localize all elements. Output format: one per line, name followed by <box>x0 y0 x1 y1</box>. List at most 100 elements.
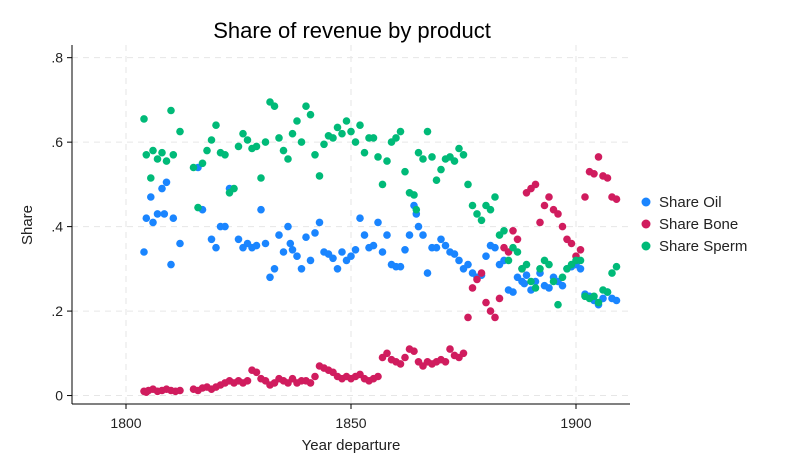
data-point <box>306 110 315 119</box>
data-point <box>608 269 616 277</box>
data-point <box>410 191 418 199</box>
data-point <box>356 121 364 129</box>
data-point <box>414 148 423 157</box>
data-point <box>545 193 553 201</box>
data-point <box>207 235 216 244</box>
data-point <box>513 235 522 244</box>
data-point <box>234 142 243 151</box>
data-point <box>320 140 328 149</box>
data-point <box>306 379 315 387</box>
data-point <box>257 205 265 214</box>
x-axis-label: Year departure <box>302 437 401 454</box>
data-point <box>147 193 155 201</box>
data-point <box>446 345 454 353</box>
data-point <box>468 201 477 210</box>
data-point <box>378 180 387 189</box>
y-tick-label: .4 <box>51 219 63 235</box>
data-point <box>432 243 441 252</box>
data-point <box>212 121 220 129</box>
data-point <box>554 210 562 218</box>
data-point <box>149 218 157 227</box>
data-point <box>594 153 603 161</box>
data-point <box>142 151 151 159</box>
data-point <box>374 218 382 227</box>
data-point <box>441 358 450 366</box>
data-point <box>167 260 175 269</box>
data-point <box>491 243 499 252</box>
data-point <box>491 313 499 322</box>
data-point <box>356 214 364 222</box>
data-point <box>212 243 220 252</box>
data-point <box>162 178 171 187</box>
data-point <box>558 281 567 290</box>
legend-item: Share Bone <box>641 216 738 233</box>
data-point <box>311 372 319 381</box>
data-point <box>302 102 310 110</box>
data-point <box>491 193 499 201</box>
data-point <box>158 184 166 193</box>
data-point <box>486 205 495 214</box>
data-point <box>482 252 490 260</box>
y-tick-label: .2 <box>51 303 63 319</box>
data-point <box>153 210 162 218</box>
data-point <box>383 157 391 165</box>
data-point <box>176 127 184 136</box>
data-point <box>401 167 409 176</box>
data-point <box>234 235 243 244</box>
data-point <box>293 117 301 125</box>
data-point <box>531 180 540 189</box>
data-point <box>293 252 301 260</box>
data-point <box>437 235 445 244</box>
data-point <box>360 231 369 239</box>
data-point <box>266 273 274 282</box>
y-tick-label: 0 <box>55 388 63 404</box>
data-point <box>329 134 337 142</box>
data-point <box>590 292 598 301</box>
data-point <box>207 136 216 144</box>
data-point <box>315 218 324 227</box>
data-point <box>169 151 178 159</box>
data-point <box>581 193 589 201</box>
data-point <box>147 174 155 182</box>
data-point <box>527 277 535 286</box>
data-point <box>414 222 423 231</box>
data-point <box>437 165 445 174</box>
data-point <box>482 298 490 307</box>
data-point <box>275 134 283 142</box>
data-point <box>500 227 508 235</box>
data-point <box>286 239 295 248</box>
data-point <box>329 254 337 263</box>
data-point <box>558 222 567 231</box>
data-point <box>464 313 472 322</box>
y-axis-label: Share <box>19 205 36 245</box>
data-point <box>203 146 211 155</box>
data-point <box>176 386 184 395</box>
data-point <box>473 210 481 218</box>
data-point <box>441 241 450 250</box>
data-point <box>243 136 252 144</box>
data-point <box>252 142 261 151</box>
data-point <box>221 222 229 231</box>
data-point <box>288 246 297 254</box>
data-point <box>459 349 468 358</box>
data-point <box>423 269 432 277</box>
data-point <box>558 273 567 282</box>
data-point <box>509 227 517 235</box>
data-point <box>576 265 585 273</box>
data-point <box>549 277 558 286</box>
data-point <box>459 151 468 159</box>
data-point <box>396 360 405 368</box>
data-point <box>396 127 405 136</box>
data-point <box>504 256 513 265</box>
x-axis-ticks: 1800 1850 1900 <box>110 404 592 431</box>
data-point <box>167 106 175 115</box>
data-point <box>160 210 169 218</box>
data-point <box>612 296 621 305</box>
data-point <box>243 377 252 385</box>
data-point <box>536 218 544 227</box>
data-point <box>540 201 549 210</box>
y-tick-label: .6 <box>51 134 63 150</box>
legend-label: Share Bone <box>659 216 738 233</box>
data-point <box>158 148 166 157</box>
y-tick-label: .8 <box>51 50 63 66</box>
